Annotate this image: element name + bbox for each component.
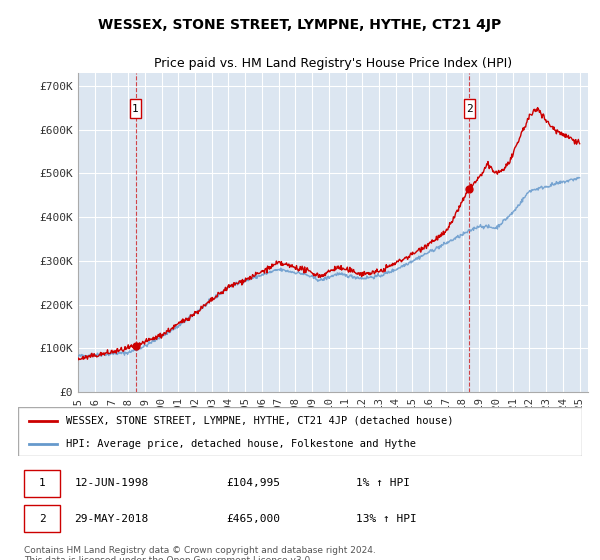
- Text: 29-MAY-2018: 29-MAY-2018: [74, 514, 149, 524]
- Text: 13% ↑ HPI: 13% ↑ HPI: [356, 514, 417, 524]
- Text: HPI: Average price, detached house, Folkestone and Hythe: HPI: Average price, detached house, Folk…: [66, 439, 416, 449]
- Text: 1: 1: [132, 104, 139, 114]
- Text: 2: 2: [39, 514, 46, 524]
- FancyBboxPatch shape: [18, 407, 582, 456]
- Text: 1: 1: [39, 478, 46, 488]
- Text: Contains HM Land Registry data © Crown copyright and database right 2024.
This d: Contains HM Land Registry data © Crown c…: [24, 546, 376, 560]
- FancyBboxPatch shape: [23, 505, 60, 533]
- Text: £104,995: £104,995: [227, 478, 281, 488]
- Text: 12-JUN-1998: 12-JUN-1998: [74, 478, 149, 488]
- Text: WESSEX, STONE STREET, LYMPNE, HYTHE, CT21 4JP (detached house): WESSEX, STONE STREET, LYMPNE, HYTHE, CT2…: [66, 416, 454, 426]
- Text: 1% ↑ HPI: 1% ↑ HPI: [356, 478, 410, 488]
- Title: Price paid vs. HM Land Registry's House Price Index (HPI): Price paid vs. HM Land Registry's House …: [154, 57, 512, 70]
- FancyBboxPatch shape: [130, 99, 142, 118]
- Text: £465,000: £465,000: [227, 514, 281, 524]
- Text: 2: 2: [466, 104, 473, 114]
- Text: WESSEX, STONE STREET, LYMPNE, HYTHE, CT21 4JP: WESSEX, STONE STREET, LYMPNE, HYTHE, CT2…: [98, 18, 502, 32]
- FancyBboxPatch shape: [23, 469, 60, 497]
- FancyBboxPatch shape: [464, 99, 475, 118]
